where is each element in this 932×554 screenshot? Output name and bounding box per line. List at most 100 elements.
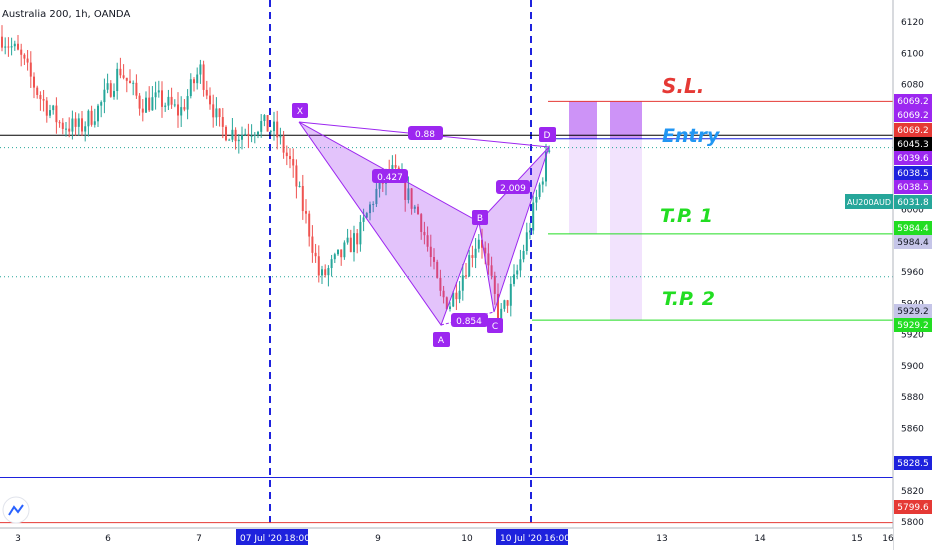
candle-body (39, 94, 42, 100)
candle-body (372, 204, 375, 206)
y-tick-label: 5860 (901, 424, 924, 434)
candle-body (257, 131, 259, 135)
price-label-text: 5929.2 (897, 321, 929, 331)
candle-body (260, 120, 263, 132)
target-zone-2 (610, 138, 642, 321)
price-label-text: 6039.6 (897, 154, 929, 164)
candle-body (103, 89, 106, 103)
candle-body (90, 110, 93, 125)
y-tick-label: 6080 (901, 81, 924, 91)
candle-body (132, 82, 135, 84)
candle-body (250, 135, 253, 137)
candle-body (545, 151, 547, 182)
candle-body (157, 90, 160, 93)
candle-body (122, 75, 125, 78)
y-tick-label: 5960 (901, 268, 924, 278)
candle-body (407, 188, 410, 200)
candle-body (282, 136, 285, 153)
svg-text:D: D (544, 131, 551, 141)
point-c-label: C (487, 318, 503, 333)
candle-body (84, 126, 87, 132)
x-tick-label: 14 (754, 534, 766, 544)
svg-text:18:00: 18:00 (284, 534, 310, 544)
svg-text:0.88: 0.88 (415, 130, 435, 140)
candle-body (429, 246, 432, 258)
candle-body (433, 257, 435, 262)
tradingview-logo[interactable] (2, 496, 30, 524)
candle-body (199, 64, 202, 75)
candle-body (97, 105, 99, 122)
candle-body (324, 269, 327, 276)
candle-body (529, 230, 531, 233)
price-label (894, 151, 932, 165)
price-label-text: 6069.2 (897, 97, 929, 107)
candle-body (58, 122, 61, 124)
candles (1, 25, 551, 329)
price-label (894, 166, 932, 180)
price-label (894, 318, 932, 332)
candle-body (349, 237, 352, 253)
candle-body (49, 110, 51, 116)
price-label (894, 235, 932, 249)
candle-body (541, 181, 544, 185)
y-tick-label: 6120 (901, 18, 924, 28)
point-a-label: A (433, 332, 450, 347)
logo-icon (8, 504, 24, 516)
candle-body (231, 129, 234, 140)
candle-body (369, 204, 371, 214)
candle-body (442, 290, 445, 298)
candle-body (106, 83, 109, 90)
candle-body (23, 54, 26, 59)
candle-body (183, 107, 186, 110)
candle-body (180, 107, 183, 116)
x-tick-label: 13 (656, 534, 667, 544)
candle-body (71, 118, 74, 132)
x-tick-label: 10 (461, 534, 473, 544)
candle-body (269, 131, 272, 133)
stop-zone-2 (610, 101, 642, 139)
candle-body (173, 104, 176, 106)
candle-body (333, 254, 336, 260)
candle-body (263, 115, 266, 121)
price-axis[interactable]: 6120610060806060604060206000598059605940… (892, 0, 932, 550)
point-b-label: B (472, 210, 488, 225)
candle-body (212, 104, 215, 118)
candle-body (391, 165, 394, 172)
candle-body (506, 300, 509, 306)
svg-text:A: A (438, 336, 445, 346)
stop-zone-1 (569, 101, 597, 139)
level-lines (0, 100, 893, 524)
candle-body (461, 275, 464, 291)
candle-body (161, 90, 163, 107)
price-label (894, 94, 932, 108)
candle-body (61, 122, 64, 129)
point-x-label: X (292, 103, 308, 118)
candle-body (125, 77, 128, 81)
candle-body (20, 49, 23, 55)
candle-body (215, 108, 218, 118)
candle-body (484, 247, 487, 254)
price-label (894, 195, 932, 209)
y-tick-label: 5920 (901, 331, 924, 341)
candle-body (65, 128, 67, 130)
candle-body (426, 235, 429, 247)
candle-body (295, 165, 298, 187)
candle-body (10, 46, 13, 48)
candle-body (177, 104, 179, 116)
point-d-label: D (539, 127, 556, 142)
candle-body (36, 87, 39, 95)
candle-body (362, 217, 365, 222)
candle-body (138, 95, 141, 109)
price-label-text: 6038.5 (897, 183, 929, 193)
svg-text:B: B (477, 214, 483, 224)
svg-text:AU200AUD: AU200AUD (847, 198, 891, 207)
price-label-text: 6045.3 (897, 140, 929, 150)
candle-body (1, 36, 3, 48)
candle-body (253, 134, 256, 136)
candle-body (218, 108, 221, 118)
candle-body (151, 97, 154, 111)
candle-body (359, 221, 362, 245)
time-axis[interactable]: 3 6 7 9 10 13 14 15 16 07 Jul '20 18:00 10 Jul '… (0, 527, 894, 550)
